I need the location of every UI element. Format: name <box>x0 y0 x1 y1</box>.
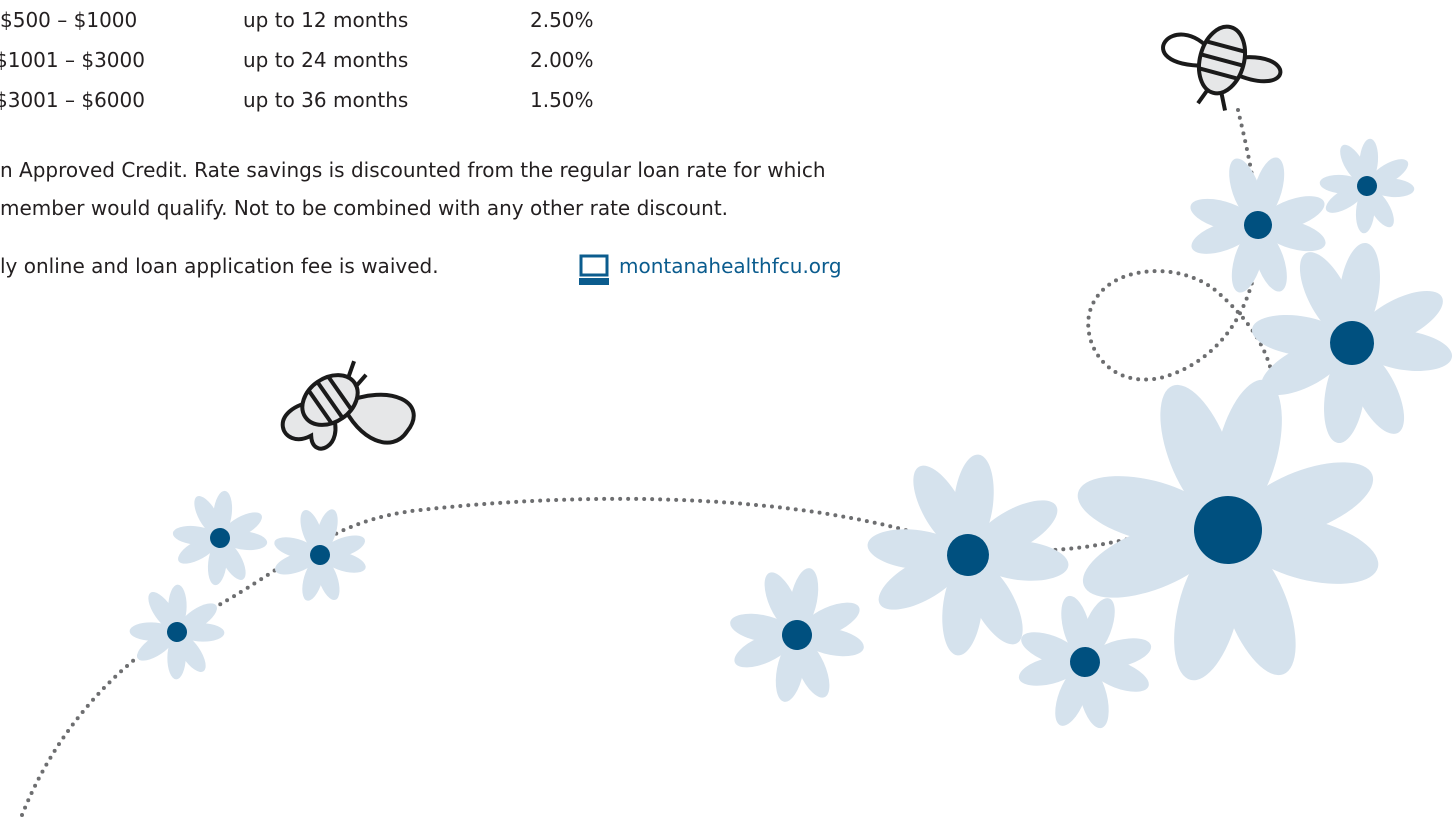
rate: 2.00% <box>530 50 594 70</box>
bee <box>1151 12 1288 122</box>
rate: 1.50% <box>530 90 594 110</box>
flower <box>165 483 276 594</box>
term: up to 12 months <box>243 10 408 30</box>
flower <box>1313 132 1421 240</box>
amount: $3001 – $6000 <box>0 90 145 110</box>
online-text: ly online and loan application fee is wa… <box>0 256 439 276</box>
amount: $500 – $1000 <box>0 10 137 30</box>
flower <box>713 551 881 719</box>
flower <box>259 494 382 617</box>
page: {"rates": {"rows": [ ["$500 – $1000", "u… <box>0 0 1454 819</box>
website-link[interactable]: montanahealthfcu.org <box>619 256 842 276</box>
term: up to 24 months <box>243 50 408 70</box>
flower <box>994 571 1177 754</box>
disclaimer-line: n Approved Credit. Rate savings is disco… <box>0 160 826 180</box>
flower <box>125 580 229 684</box>
decoration <box>0 0 1454 819</box>
disclaimer-line: member would qualify. Not to be combined… <box>0 198 728 218</box>
bee <box>268 345 422 493</box>
rate: 2.50% <box>530 10 594 30</box>
amount: $1001 – $3000 <box>0 50 145 70</box>
computer-icon <box>579 256 609 285</box>
term: up to 36 months <box>243 90 408 110</box>
